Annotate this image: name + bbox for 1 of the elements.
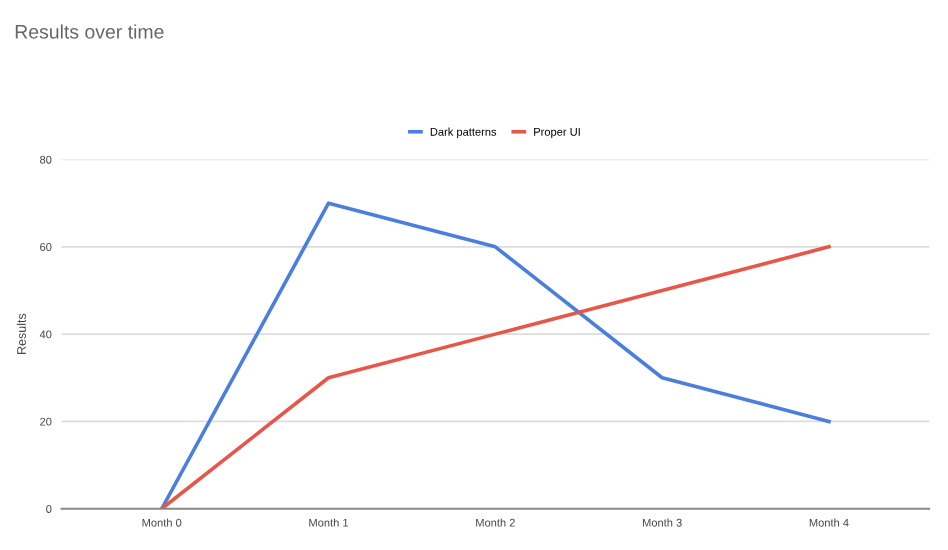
chart-title: Results over time <box>15 24 164 39</box>
